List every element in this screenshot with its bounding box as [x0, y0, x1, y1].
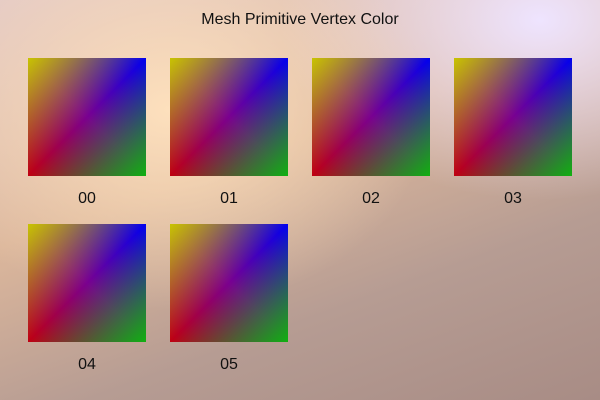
item-label: 04 — [78, 356, 96, 373]
mesh-item: 00 — [28, 58, 146, 208]
item-label: 00 — [78, 190, 96, 207]
vertex-color-square — [28, 58, 146, 176]
item-label: 02 — [362, 190, 380, 207]
item-label: 05 — [220, 356, 238, 373]
mesh-item: 02 — [312, 58, 430, 208]
vertex-color-square — [170, 224, 288, 342]
vertex-color-square — [454, 58, 572, 176]
mesh-item: 01 — [170, 58, 288, 208]
item-label: 01 — [220, 190, 238, 207]
vertex-color-square — [28, 224, 146, 342]
mesh-item: 05 — [170, 224, 288, 374]
page-title: Mesh Primitive Vertex Color — [201, 11, 399, 28]
mesh-item: 04 — [28, 224, 146, 374]
vertex-color-square — [312, 58, 430, 176]
item-label: 03 — [504, 190, 522, 207]
vertex-color-square — [170, 58, 288, 176]
mesh-item: 03 — [454, 58, 572, 208]
